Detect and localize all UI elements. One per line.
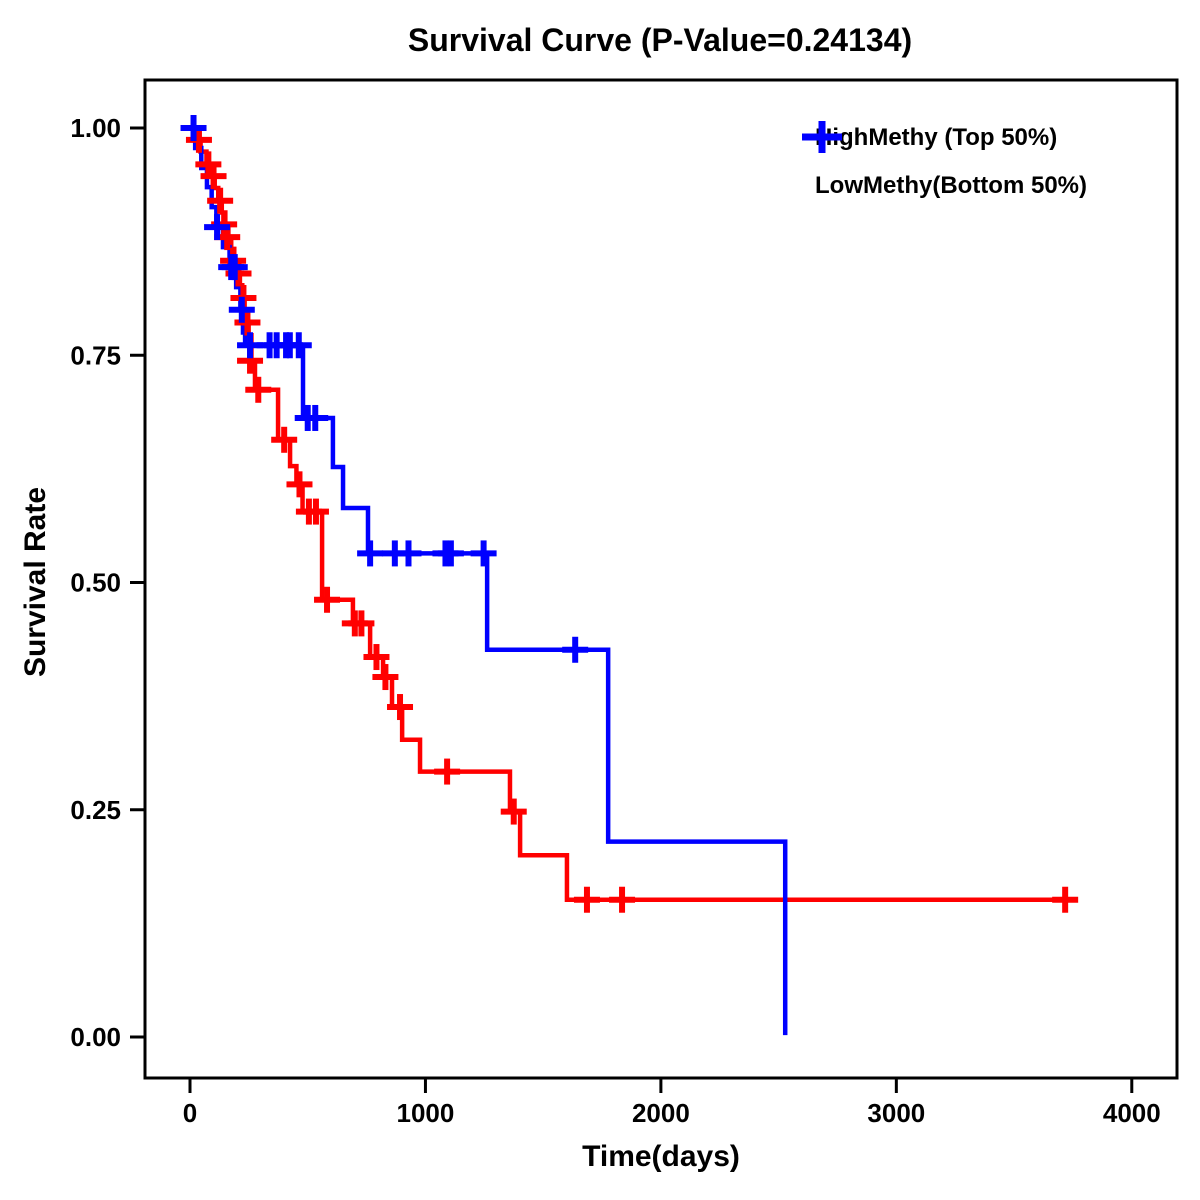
x-tick-label: 4000: [1103, 1098, 1161, 1128]
y-tick-label: 0.50: [70, 568, 121, 598]
highmethy-censor-mark: [573, 886, 600, 913]
lowmethy-plus-icon: [802, 121, 842, 153]
x-tick-label: 3000: [867, 1098, 925, 1128]
chart-title: Survival Curve (P-Value=0.24134): [407, 22, 913, 58]
highmethy-censor-mark: [200, 163, 227, 190]
lowmethy-censor-mark: [221, 254, 248, 281]
y-tick-label: 1.00: [70, 113, 121, 143]
x-tick-label: 2000: [632, 1098, 690, 1128]
lowmethy-censor-mark: [470, 540, 497, 567]
highmethy-censor-mark: [372, 664, 399, 691]
legend-entry: LowMethy(Bottom 50%): [799, 121, 1087, 210]
lowmethy-censor-mark: [180, 115, 207, 141]
highmethy-censor-mark: [185, 126, 212, 153]
plot-frame: [143, 78, 1179, 1080]
lowmethy-censor-mark: [437, 540, 464, 567]
legend: HighMethy (Top 50%) LowMethy(Bottom 50%): [799, 114, 1087, 210]
highmethy-censor-mark: [271, 426, 298, 453]
highmethy-censor-mark: [348, 610, 375, 637]
legend-plus: [802, 121, 842, 153]
axis-tick-labels: 0 1000 2000 3000 4000 0.00 0.25 0.50 0.75 1.00: [70, 113, 1160, 1128]
highmethy-censor-mark: [286, 471, 313, 498]
plot-border: [143, 78, 1179, 1080]
axis-ticks: [130, 126, 1134, 1093]
highmethy-censor-mark: [245, 376, 272, 403]
x-tick-label: 0: [183, 1098, 197, 1128]
highmethy-censor-mark: [387, 694, 414, 721]
x-axis-title: Time(days): [582, 1140, 740, 1173]
censor-marks: [180, 115, 1079, 913]
y-tick-label: 0.00: [70, 1022, 121, 1052]
y-tick-label: 0.75: [70, 340, 121, 370]
highmethy-censor-mark: [207, 187, 234, 214]
lowmethy-censor-mark: [285, 332, 312, 359]
highmethy-censor-mark: [234, 309, 261, 336]
lowmethy-censor-mark: [395, 540, 422, 567]
x-tick-label: 1000: [397, 1098, 455, 1128]
highmethy-censor-mark: [314, 586, 341, 613]
highmethy-censor-mark: [434, 758, 461, 785]
lowmethy-censor-mark: [302, 404, 329, 431]
highmethy-censor-mark: [500, 798, 527, 825]
legend-label: HighMethy (Top 50%): [815, 124, 1058, 151]
highmethy-censor-mark: [302, 498, 329, 525]
legend-label: LowMethy(Bottom 50%): [815, 172, 1087, 199]
lowmethy-censor-mark: [357, 540, 384, 567]
y-tick-label: 0.25: [70, 795, 121, 825]
highmethy-censor-mark: [609, 886, 636, 913]
lowmethy-censor-mark: [204, 214, 231, 241]
highmethy-censor-mark: [195, 151, 222, 178]
lowmethy-censor-mark: [562, 636, 589, 663]
highmethy-censor-mark: [363, 644, 390, 671]
lowmethy-censor-mark: [228, 296, 255, 323]
highmethy-censor-mark: [1052, 886, 1079, 913]
